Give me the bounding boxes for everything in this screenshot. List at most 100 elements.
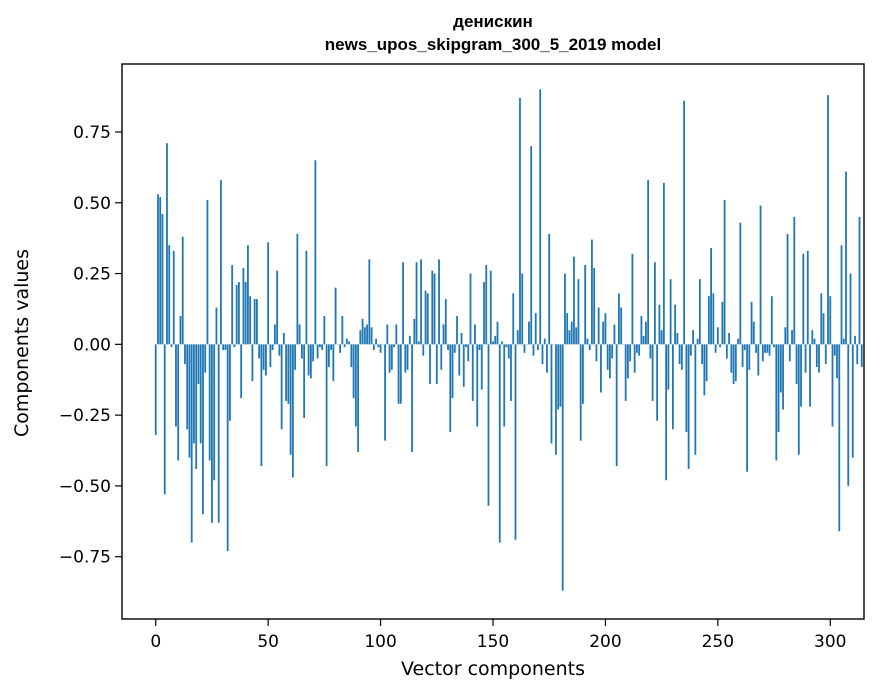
bar <box>404 344 407 373</box>
bar <box>546 344 548 373</box>
bar <box>793 216 796 345</box>
bar <box>528 321 530 345</box>
bar <box>660 330 663 345</box>
bar <box>777 344 780 433</box>
bar <box>671 344 674 430</box>
bar <box>591 239 593 345</box>
bar <box>172 250 175 345</box>
bar <box>300 344 303 359</box>
bar <box>782 344 784 410</box>
bar <box>833 344 836 356</box>
bar <box>343 344 346 348</box>
bar <box>775 344 778 461</box>
bar <box>813 338 816 345</box>
bar <box>505 344 508 348</box>
bar <box>190 344 193 543</box>
bar <box>701 344 704 365</box>
bar <box>287 344 290 404</box>
bar <box>838 344 841 532</box>
bar <box>757 344 760 376</box>
bar <box>584 265 587 345</box>
bar <box>314 160 317 345</box>
bar <box>523 344 526 353</box>
bar <box>487 344 490 506</box>
bar <box>242 267 245 345</box>
bar <box>786 233 789 345</box>
bar <box>458 344 461 376</box>
bar <box>737 338 739 345</box>
bar <box>323 316 326 345</box>
bar <box>804 344 807 373</box>
bar <box>492 341 494 345</box>
bar <box>658 304 661 345</box>
bar <box>393 344 395 348</box>
x-tick-label: 100 <box>364 632 396 652</box>
bar <box>851 344 854 458</box>
bar <box>157 194 159 345</box>
bar <box>193 344 195 444</box>
bar <box>354 344 357 427</box>
bar <box>471 344 474 401</box>
bar <box>202 344 204 515</box>
bar <box>229 344 231 421</box>
bar <box>327 344 330 367</box>
bar <box>368 259 371 345</box>
bar <box>282 333 285 345</box>
bar <box>440 344 443 370</box>
x-tick-label: 50 <box>257 632 279 652</box>
bar <box>676 333 679 345</box>
bar <box>163 344 166 495</box>
bar <box>467 344 470 362</box>
bar <box>613 324 616 345</box>
bar <box>206 199 209 345</box>
bar <box>271 344 274 350</box>
bar <box>854 335 856 345</box>
bar <box>224 344 227 350</box>
bar <box>321 344 324 350</box>
bar <box>818 344 820 373</box>
bar <box>595 344 598 362</box>
bar <box>723 199 726 345</box>
bar <box>836 344 838 379</box>
bar <box>357 344 359 452</box>
bar <box>831 344 834 427</box>
bar <box>611 344 614 359</box>
bar <box>642 335 645 345</box>
bar <box>566 313 569 345</box>
x-tick-label: 250 <box>702 632 734 652</box>
bar <box>166 143 168 345</box>
bar <box>154 344 157 435</box>
bar <box>730 344 733 373</box>
chart-title-line-2: news_upos_skipgram_300_5_2019 model <box>324 35 662 54</box>
bar <box>521 273 524 345</box>
bar <box>469 273 472 345</box>
bar <box>842 338 845 345</box>
bar <box>501 341 503 345</box>
bar <box>761 344 764 362</box>
bar <box>276 270 279 345</box>
bar <box>298 324 301 345</box>
bar <box>181 236 184 345</box>
bar <box>858 216 861 345</box>
bar <box>534 313 537 345</box>
bar <box>653 262 656 345</box>
bar <box>375 338 377 345</box>
bar <box>743 344 746 350</box>
bar <box>631 253 634 345</box>
bar <box>175 344 177 427</box>
bar <box>402 262 404 345</box>
bar <box>764 344 766 353</box>
bar <box>296 233 299 345</box>
bar <box>577 279 580 345</box>
bar <box>244 282 247 345</box>
bar <box>822 313 825 345</box>
bar <box>235 284 238 345</box>
bar <box>370 327 373 345</box>
bar <box>629 344 632 362</box>
bar <box>795 344 798 384</box>
bar <box>773 344 775 348</box>
bar <box>474 324 476 345</box>
bar <box>431 270 434 345</box>
bar <box>555 344 557 455</box>
